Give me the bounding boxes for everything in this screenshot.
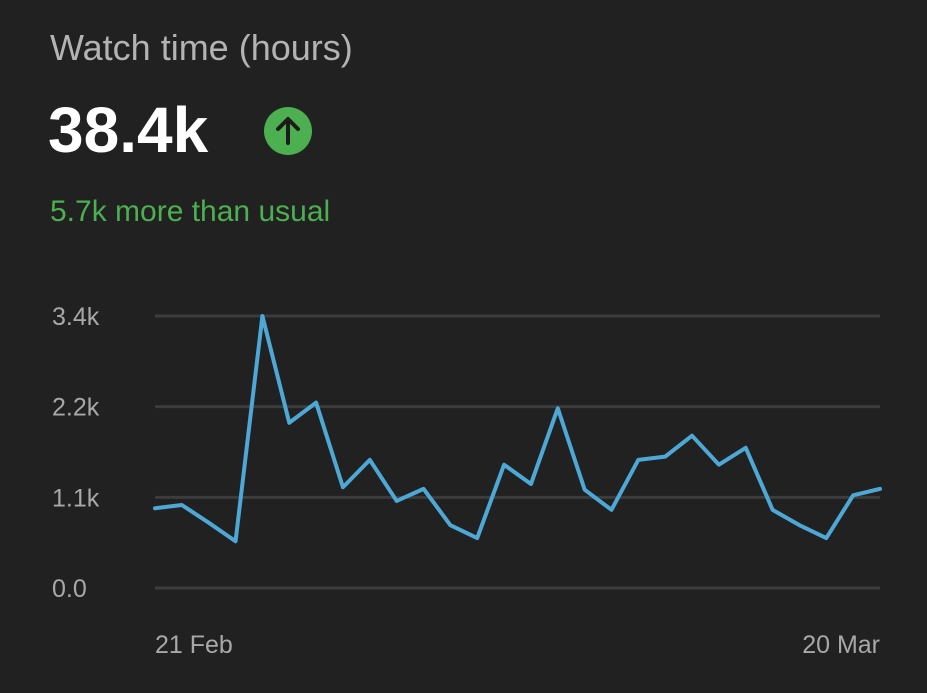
data-line bbox=[153, 314, 882, 544]
x-tick-label: 21 Feb bbox=[155, 631, 233, 659]
subtitle: 5.7k more than usual bbox=[50, 195, 330, 228]
y-tick-label: 2.2k bbox=[52, 394, 100, 422]
x-tick-label: 20 Mar bbox=[802, 631, 880, 659]
y-tick-label: 3.4k bbox=[52, 303, 100, 331]
trend-up-icon bbox=[264, 107, 312, 155]
y-tick-label: 0.0 bbox=[52, 575, 87, 603]
card-title: Watch time (hours) bbox=[50, 27, 353, 68]
headline-value: 38.4k bbox=[48, 94, 209, 166]
y-tick-label: 1.1k bbox=[52, 484, 100, 512]
